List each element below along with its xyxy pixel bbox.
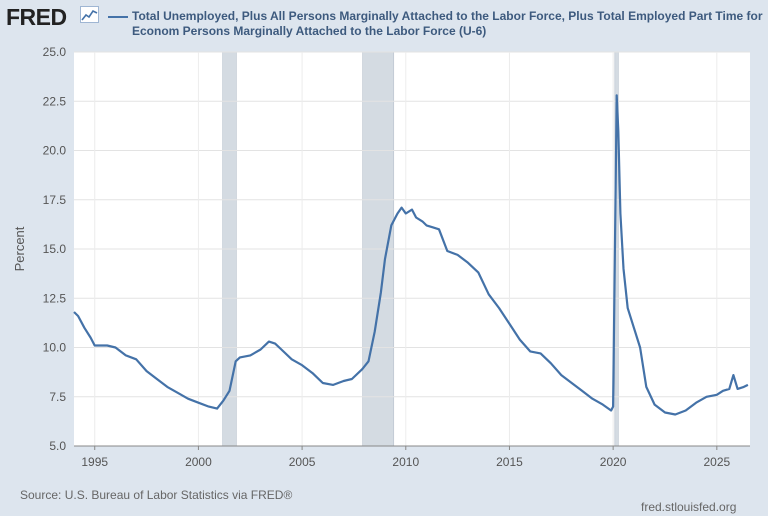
- y-tick-label: 12.5: [43, 291, 67, 305]
- y-tick-label: 22.5: [43, 94, 67, 108]
- y-tick-label: 17.5: [43, 193, 67, 207]
- y-tick-label: 10.0: [43, 341, 67, 355]
- y-tick-label: 25.0: [43, 45, 67, 59]
- x-tick-label: 2010: [392, 455, 419, 469]
- x-tick-label: 1995: [81, 455, 108, 469]
- y-axis-label: Percent: [12, 226, 27, 271]
- y-tick-label: 5.0: [49, 439, 66, 453]
- trend-line-icon: [80, 6, 99, 23]
- chart-header: FRED Total Unemployed, Plus All Persons …: [0, 0, 768, 46]
- source-note: Source: U.S. Bureau of Labor Statistics …: [20, 488, 293, 502]
- fred-logo[interactable]: FRED: [6, 4, 67, 30]
- y-tick-label: 7.5: [49, 390, 66, 404]
- x-tick-label: 2020: [600, 455, 627, 469]
- fred-url[interactable]: fred.stlouisfed.org: [641, 500, 737, 514]
- legend-swatch: [108, 16, 128, 18]
- series-line-u6: [73, 94, 749, 416]
- x-tick-label: 2000: [185, 455, 212, 469]
- x-tick-label: 2005: [289, 455, 316, 469]
- y-tick-label: 15.0: [43, 242, 67, 256]
- legend-series-title[interactable]: Total Unemployed, Plus All Persons Margi…: [132, 9, 763, 38]
- y-tick-label: 20.0: [43, 144, 67, 158]
- x-tick-label: 2025: [703, 455, 730, 469]
- x-tick-label: 2015: [496, 455, 523, 469]
